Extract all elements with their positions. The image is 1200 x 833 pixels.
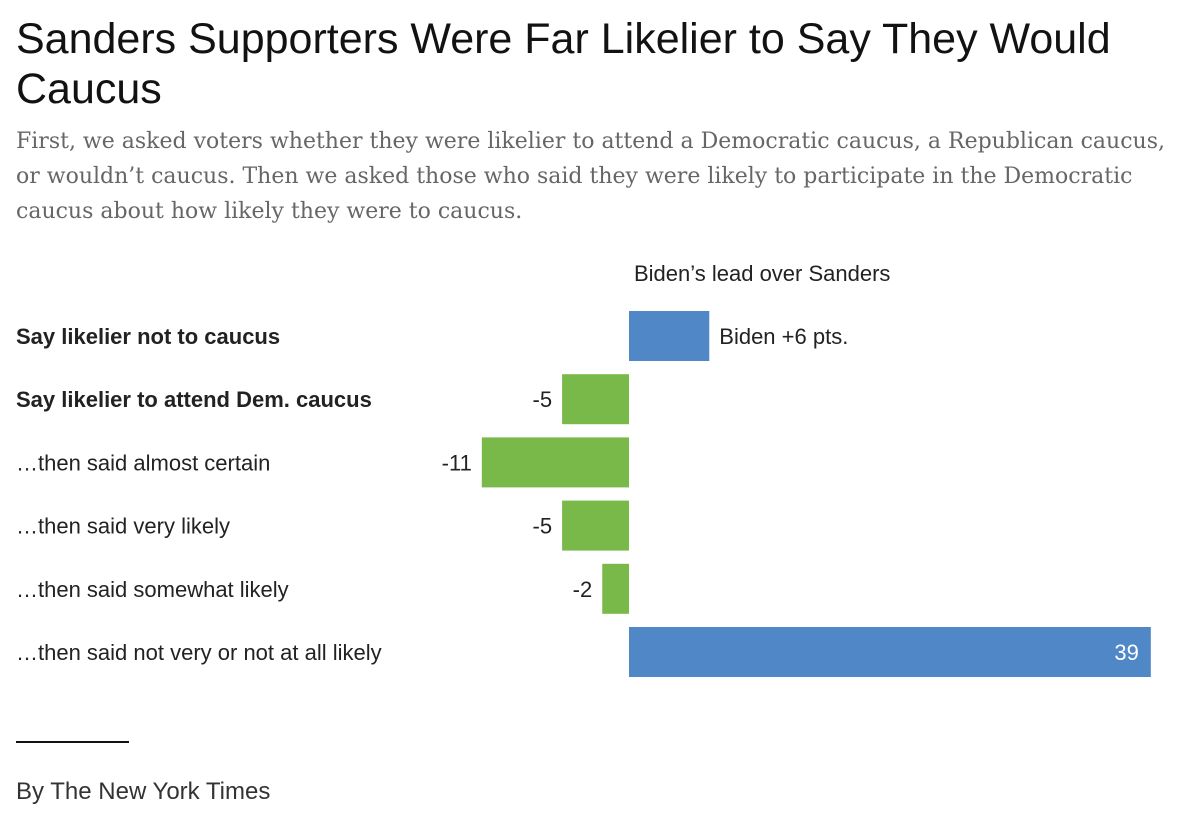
value-label: -2 — [573, 577, 593, 602]
bar-chart: Biden’s lead over Sanders Say likelier n… — [16, 261, 1151, 677]
value-label: -5 — [533, 514, 553, 539]
row-label: …then said somewhat likely — [16, 577, 289, 602]
bar — [629, 311, 710, 361]
bar — [562, 374, 629, 425]
row-label: Say likelier to attend Dem. caucus — [16, 387, 372, 412]
value-label: 39 — [1114, 640, 1138, 665]
chart-title: Sanders Supporters Were Far Likelier to … — [16, 15, 1111, 113]
row-label: …then said very likely — [16, 514, 230, 539]
footer-divider — [16, 741, 129, 743]
column-header: Biden’s lead over Sanders — [634, 261, 890, 286]
row-label: Say likelier not to caucus — [16, 324, 280, 349]
bar — [629, 627, 1151, 677]
bar — [481, 437, 629, 488]
credit-line: By The New York Times — [16, 778, 271, 805]
chart-subtitle: First, we asked voters whether they were… — [16, 129, 1165, 224]
value-label: Biden +6 pts. — [719, 324, 848, 349]
value-label: -11 — [442, 450, 472, 475]
bar — [602, 563, 629, 614]
value-label: -5 — [533, 387, 553, 412]
row-label: …then said almost certain — [16, 450, 270, 475]
bar — [562, 500, 629, 551]
row-label: …then said not very or not at all likely — [16, 640, 382, 665]
